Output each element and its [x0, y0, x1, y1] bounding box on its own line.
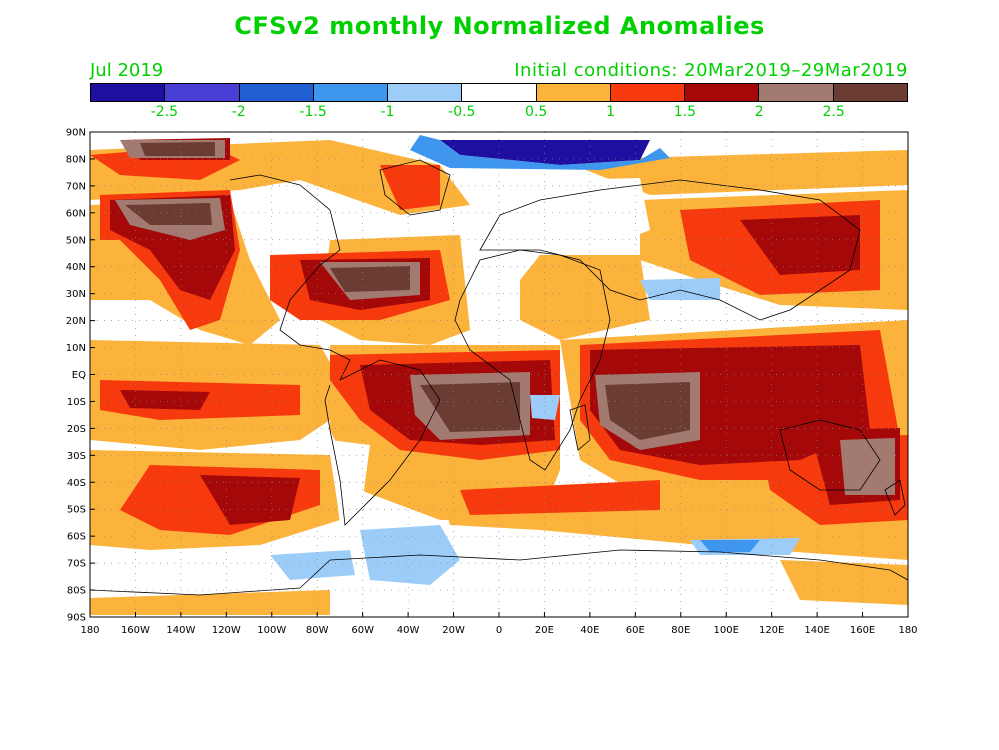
colorbar-cell	[462, 84, 537, 101]
valid-month: Jul 2019	[90, 60, 164, 81]
latitude-label: 20N	[66, 316, 86, 327]
colorbar-cell	[313, 84, 389, 101]
colorbar-cell	[388, 84, 463, 101]
colorbar-label: 2.5	[822, 104, 845, 120]
latitude-label: 30S	[67, 451, 86, 462]
longitude-label: 60W	[351, 625, 374, 636]
latitude-label: 40S	[67, 478, 86, 489]
latitude-label: 50N	[66, 235, 86, 246]
anomaly-level-max	[125, 142, 690, 440]
longitude-label: 0	[496, 625, 502, 636]
colorbar-cell	[239, 84, 314, 101]
longitude-label: 160W	[121, 625, 150, 636]
latitude-label: 90S	[67, 613, 86, 624]
colorbar-cell	[536, 84, 611, 101]
longitude-label: 40W	[397, 625, 420, 636]
map-field	[90, 132, 908, 617]
chart-title: CFSv2 monthly Normalized Anomalies	[234, 12, 765, 40]
longitude-label: 20W	[442, 625, 465, 636]
longitude-labels: 180 160W 140W 120W 100W 80W 60W 40W 20W 0 20E 40E 60…	[80, 625, 917, 636]
latitude-labels: 90N 80N 70N 60N 50N 40N 30N 20N 10N EQ 10S 20S 30S 40…	[66, 128, 86, 624]
latitude-label: 10S	[67, 397, 86, 408]
latitude-label: 70S	[67, 559, 86, 570]
latitude-label: 10N	[66, 343, 86, 354]
colorbar-cell	[610, 84, 686, 101]
colorbar-label: -2.5	[150, 104, 179, 120]
longitude-label: 20E	[535, 625, 554, 636]
latitude-label: 30N	[66, 289, 86, 300]
axis-ticks	[89, 131, 909, 618]
latitude-label: 80N	[66, 154, 86, 165]
longitude-label: 120E	[759, 625, 784, 636]
colorbar-cell	[685, 84, 760, 101]
colorbar-label: 1.5	[673, 104, 697, 120]
longitude-label: 60E	[626, 625, 645, 636]
latitude-label: 80S	[67, 586, 86, 597]
longitude-label: 180	[898, 625, 917, 636]
longitude-label: 80E	[671, 625, 690, 636]
longitude-label: 140W	[166, 625, 195, 636]
colorbar-label: 2	[754, 104, 764, 120]
longitude-label: 180	[80, 625, 99, 636]
colorbar-cell	[91, 84, 166, 101]
longitude-label: 140E	[804, 625, 829, 636]
longitude-label: 120W	[212, 625, 241, 636]
longitude-label: 80W	[306, 625, 329, 636]
negative-anomalies	[270, 135, 800, 585]
colorbar-label: 0.5	[525, 104, 548, 120]
colorbar	[90, 83, 908, 102]
latitude-label: 90N	[66, 128, 86, 139]
longitude-label: 100W	[257, 625, 286, 636]
colorbar-label: -1.5	[299, 104, 327, 120]
latitude-label: 60S	[67, 532, 86, 543]
latitude-label: 60N	[66, 208, 86, 219]
longitude-label: 40E	[580, 625, 599, 636]
colorbar-label: -2	[231, 104, 246, 120]
longitude-label: 100E	[714, 625, 739, 636]
latitude-label: 20S	[67, 424, 86, 435]
longitude-label: 160E	[850, 625, 875, 636]
coastlines	[90, 159, 908, 596]
latitude-label: 50S	[67, 505, 86, 516]
colorbar-label: 1	[606, 104, 615, 120]
colorbar-label: -1	[380, 104, 395, 120]
colorbar-cell	[165, 84, 240, 101]
colorbar-cell	[759, 84, 834, 101]
colorbar-label: -0.5	[448, 104, 476, 120]
latitude-label: EQ	[72, 370, 86, 381]
colorbar-cell	[833, 84, 907, 101]
latitude-label: 40N	[66, 262, 86, 273]
initial-conditions: Initial conditions: 20Mar2019–29Mar2019	[514, 60, 908, 81]
latitude-label: 70N	[66, 181, 86, 192]
